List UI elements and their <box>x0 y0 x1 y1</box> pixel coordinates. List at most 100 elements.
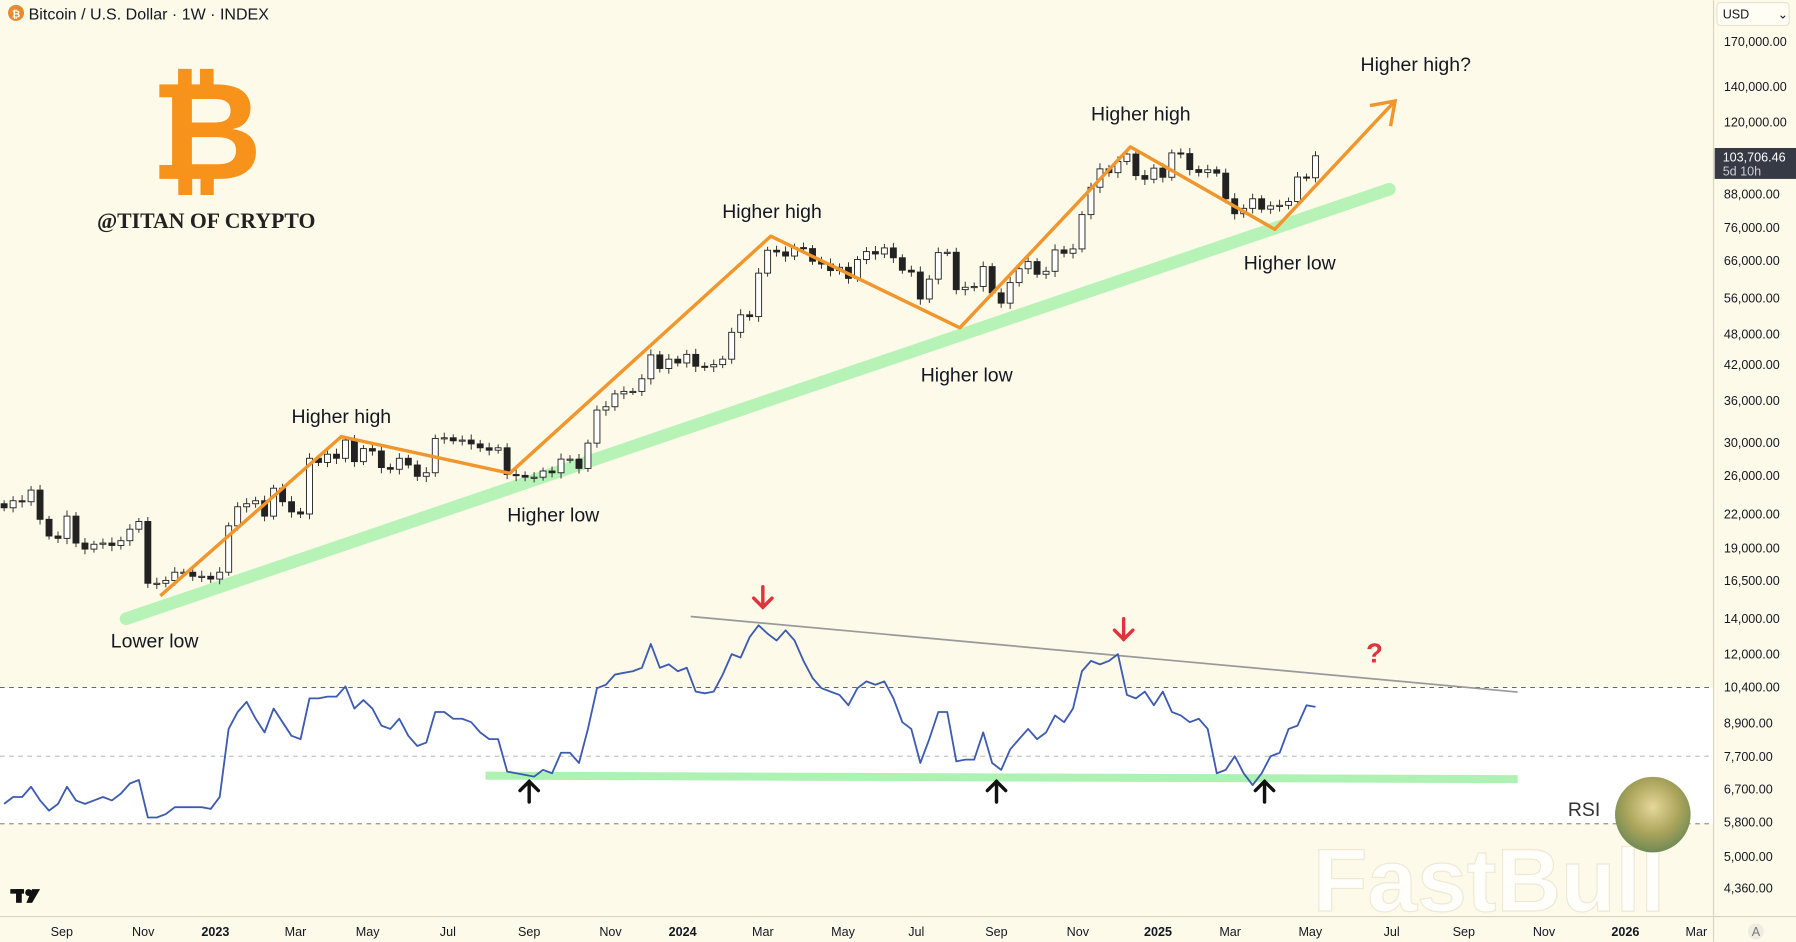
candle-body <box>566 458 574 461</box>
candle <box>368 444 376 456</box>
candle <box>36 485 44 525</box>
symbol-title[interactable]: Bitcoin / U.S. Dollar · 1W · INDEX <box>29 6 270 24</box>
candle <box>359 445 367 466</box>
candle-body <box>476 443 484 449</box>
black-up-arrow-icon <box>518 778 541 804</box>
candle <box>764 246 772 277</box>
candle <box>979 261 987 292</box>
candle-body <box>359 448 367 463</box>
candle <box>1258 195 1266 213</box>
candle-body <box>593 409 601 444</box>
label-higher-high: Higher high <box>722 201 822 223</box>
candle-body <box>342 439 349 459</box>
time-tick-label: Jul <box>1384 925 1400 939</box>
candle <box>871 245 879 260</box>
candle <box>755 268 763 322</box>
currency-dropdown[interactable] <box>1716 1 1790 27</box>
candle <box>521 471 529 482</box>
candle <box>701 362 709 371</box>
candle-body <box>368 448 376 452</box>
candle-body <box>198 575 206 578</box>
tradingview-logo-icon <box>10 889 41 903</box>
candle-body <box>1150 167 1158 180</box>
candle-body <box>333 453 340 459</box>
support-trendline[interactable] <box>119 182 1396 626</box>
candle-body <box>63 515 71 539</box>
bitcoin-symbol-icon <box>8 4 25 21</box>
price-axis[interactable]: 170,000.00 140,000.00 120,000.00 88,000.00 7… <box>1724 35 1787 895</box>
red-down-arrow-icon <box>1112 617 1135 642</box>
price-tick-label: 76,000.00 <box>1724 221 1780 235</box>
price-tick-label: 6,700.00 <box>1724 782 1773 796</box>
candle-body <box>1177 152 1185 155</box>
time-axis[interactable]: Sep Nov 2023 Mar May Jul Sep Nov 2024 Mar May Jul Se… <box>51 925 1708 939</box>
price-tick-label: 19,000.00 <box>1724 541 1780 555</box>
candle-body <box>611 393 619 408</box>
candle-body <box>1195 169 1203 173</box>
price-tick-label: 56,000.00 <box>1724 292 1780 306</box>
candle <box>1204 164 1212 178</box>
candle-body <box>880 247 888 255</box>
candle <box>584 439 592 472</box>
candle-body <box>467 439 475 445</box>
candle <box>1069 243 1077 259</box>
rsi-band <box>0 687 1714 824</box>
arrowhead-icon <box>1369 98 1398 127</box>
candle <box>458 435 466 446</box>
candle-body <box>530 476 538 479</box>
candle <box>1186 147 1194 176</box>
candle <box>72 512 80 548</box>
time-tick-label: May <box>831 925 855 939</box>
candle-body <box>1285 201 1293 206</box>
time-tick-label: Nov <box>1533 925 1556 939</box>
candle-body <box>108 542 116 546</box>
candle <box>862 247 870 265</box>
candle-body <box>710 364 718 368</box>
rsi-support-line[interactable] <box>485 771 1518 784</box>
candle <box>773 245 781 257</box>
rsi-divergence-line[interactable] <box>690 615 1518 693</box>
candle-body <box>979 266 987 287</box>
candle-body <box>656 354 664 369</box>
candle <box>1222 168 1230 204</box>
candle-body <box>943 251 951 254</box>
candle <box>674 355 682 367</box>
candle-body <box>638 378 646 392</box>
candle-body <box>45 518 53 537</box>
time-tick-label: 2023 <box>201 925 229 939</box>
candle <box>512 468 520 482</box>
candle-body <box>90 543 98 550</box>
candle-body <box>557 458 565 474</box>
market-structure-zigzag[interactable] <box>159 102 1395 598</box>
candle-body <box>350 439 358 463</box>
time-tick-label: 2024 <box>669 925 697 939</box>
candle <box>1024 256 1032 274</box>
candle <box>1141 169 1149 185</box>
time-tick-label: Nov <box>1067 925 1090 939</box>
candle-body <box>1060 249 1068 254</box>
candle-body <box>1186 153 1194 171</box>
candle <box>746 310 754 321</box>
bitcoin-logo-icon: ₿ <box>150 56 262 209</box>
candle-body <box>144 521 152 584</box>
time-tick-label: May <box>356 925 380 939</box>
candle-body <box>1024 261 1032 270</box>
candle-body <box>1258 198 1266 210</box>
price-tick-label: 16,500.00 <box>1724 574 1780 588</box>
time-tick-label: Nov <box>599 925 622 939</box>
candle-body <box>234 506 242 527</box>
bitcoin-symbol-glyph: ₿ <box>12 8 20 20</box>
time-tick-label: Sep <box>1453 925 1475 939</box>
candle-body <box>324 453 331 463</box>
candle <box>252 496 260 508</box>
candle-body <box>575 458 583 469</box>
candle-body <box>270 487 278 517</box>
candle <box>952 247 960 295</box>
candle-body <box>54 535 62 539</box>
candle <box>1168 149 1176 181</box>
label-lower-low: Lower low <box>111 630 200 652</box>
price-tick-label: 5,800.00 <box>1724 816 1773 830</box>
auto-scale-button[interactable] <box>1747 923 1764 940</box>
author-avatar <box>1615 776 1691 853</box>
